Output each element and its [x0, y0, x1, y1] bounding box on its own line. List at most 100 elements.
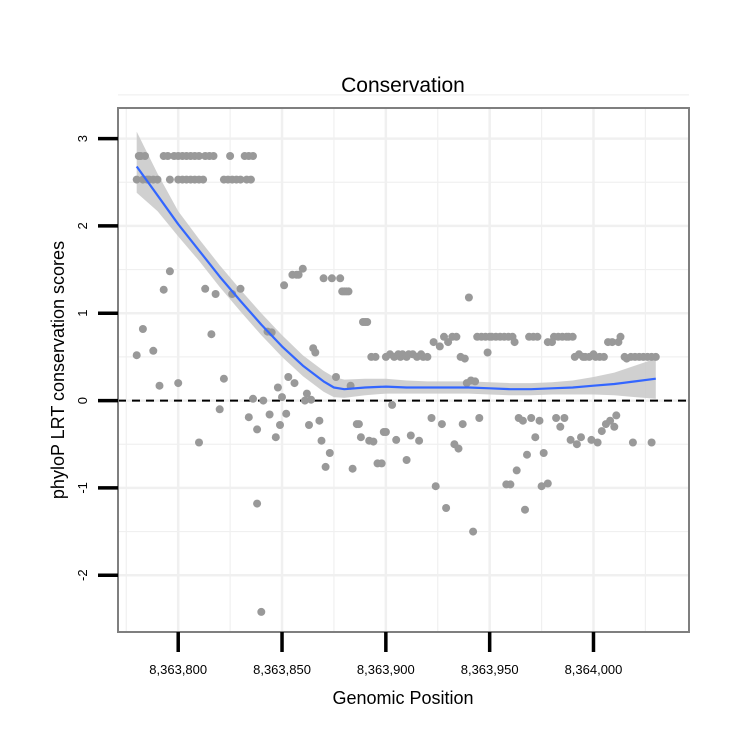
- data-points: [132, 152, 660, 616]
- data-point-110: [381, 428, 390, 436]
- data-point-163: [512, 466, 521, 475]
- data-point-192: [577, 433, 585, 442]
- data-point-201: [597, 427, 606, 436]
- data-point-202: [599, 352, 608, 361]
- data-point-207: [610, 422, 619, 431]
- data-point-97: [354, 420, 363, 429]
- data-point-221: [651, 352, 660, 361]
- x-axis: 8,363,800 8,363,850 8,363,900 8,363,950 8,36…: [149, 632, 622, 677]
- data-point-187: [566, 435, 575, 444]
- data-point-40: [132, 351, 141, 360]
- data-point-167: [523, 450, 531, 459]
- data-point-56: [249, 394, 257, 403]
- data-point-105: [371, 352, 380, 361]
- data-point-165: [518, 416, 527, 425]
- chart-title: Conservation: [341, 74, 465, 97]
- data-point-174: [537, 482, 546, 491]
- data-point-81: [311, 348, 320, 357]
- data-point-149: [475, 414, 484, 422]
- x-tick-label-3: 8,363,950: [461, 662, 519, 677]
- data-point-4: [141, 152, 149, 160]
- grid-lines: [118, 94, 689, 632]
- data-point-144: [464, 293, 473, 302]
- data-point-49: [207, 330, 216, 339]
- data-point-64: [271, 433, 280, 442]
- data-point-173: [535, 416, 544, 425]
- data-point-41: [138, 325, 147, 333]
- data-point-85: [321, 462, 330, 471]
- data-point-175: [539, 449, 548, 457]
- data-point-44: [159, 285, 168, 294]
- data-point-23: [195, 152, 203, 160]
- data-point-146: [469, 527, 478, 536]
- y-tick-label-0: 3: [75, 135, 90, 142]
- data-point-208: [612, 411, 621, 420]
- data-point-10: [163, 152, 172, 160]
- data-point-182: [556, 422, 565, 431]
- x-tick-label-0: 8,363,800: [149, 662, 207, 677]
- data-point-66: [276, 421, 284, 429]
- y-tick-label-4: -1: [75, 482, 90, 494]
- data-point-46: [174, 379, 183, 388]
- data-point-42: [149, 346, 158, 355]
- y-tick-label-3: 0: [75, 397, 90, 404]
- data-point-47: [195, 438, 203, 447]
- data-point-196: [587, 435, 596, 444]
- data-point-160: [506, 480, 515, 489]
- smooth-curve: [135, 165, 656, 391]
- data-point-184: [560, 414, 569, 422]
- data-point-8: [153, 175, 162, 184]
- data-point-87: [327, 274, 336, 283]
- data-point-104: [369, 437, 378, 446]
- data-point-65: [273, 383, 282, 392]
- data-point-88: [332, 373, 340, 381]
- data-point-169: [527, 414, 536, 422]
- data-point-128: [427, 414, 436, 422]
- data-point-58: [253, 499, 262, 508]
- data-point-70: [284, 373, 293, 381]
- data-point-139: [454, 444, 463, 453]
- data-point-220: [647, 438, 656, 447]
- x-axis-title: Genomic Position: [332, 688, 473, 708]
- data-point-68: [280, 281, 289, 290]
- data-point-54: [236, 284, 245, 293]
- data-point-60: [259, 396, 268, 405]
- data-point-98: [356, 433, 365, 442]
- data-point-127: [423, 352, 432, 361]
- data-point-50: [211, 290, 220, 298]
- x-tick-label-4: 8,364,000: [565, 662, 623, 677]
- data-point-205: [606, 416, 615, 425]
- data-point-112: [388, 400, 397, 409]
- data-point-206: [608, 338, 617, 347]
- data-point-124: [415, 436, 424, 445]
- panel-border: [117, 107, 690, 633]
- data-point-48: [201, 284, 210, 293]
- data-point-67: [278, 393, 286, 402]
- data-point-107: [377, 459, 386, 468]
- data-point-190: [572, 440, 581, 449]
- data-point-69: [282, 409, 291, 418]
- data-point-177: [543, 479, 552, 488]
- data-point-114: [392, 435, 401, 444]
- data-point-72: [290, 379, 299, 388]
- smooth-line: [135, 165, 656, 391]
- data-point-25: [199, 175, 208, 184]
- data-point-129: [429, 338, 438, 347]
- data-point-141: [458, 420, 467, 429]
- data-point-62: [265, 410, 274, 419]
- data-point-95: [348, 464, 357, 473]
- data-point-75: [298, 264, 307, 273]
- x-tick-label-2: 8,363,900: [357, 662, 415, 677]
- data-point-147: [471, 377, 480, 386]
- data-point-188: [568, 332, 577, 341]
- data-point-0: [132, 175, 141, 184]
- data-point-59: [257, 607, 266, 616]
- data-point-57: [253, 425, 262, 434]
- data-point-52: [219, 374, 228, 383]
- data-point-142: [460, 354, 469, 363]
- data-point-180: [552, 414, 561, 422]
- data-point-121: [406, 431, 415, 440]
- data-point-83: [317, 436, 326, 445]
- data-point-39: [249, 152, 257, 160]
